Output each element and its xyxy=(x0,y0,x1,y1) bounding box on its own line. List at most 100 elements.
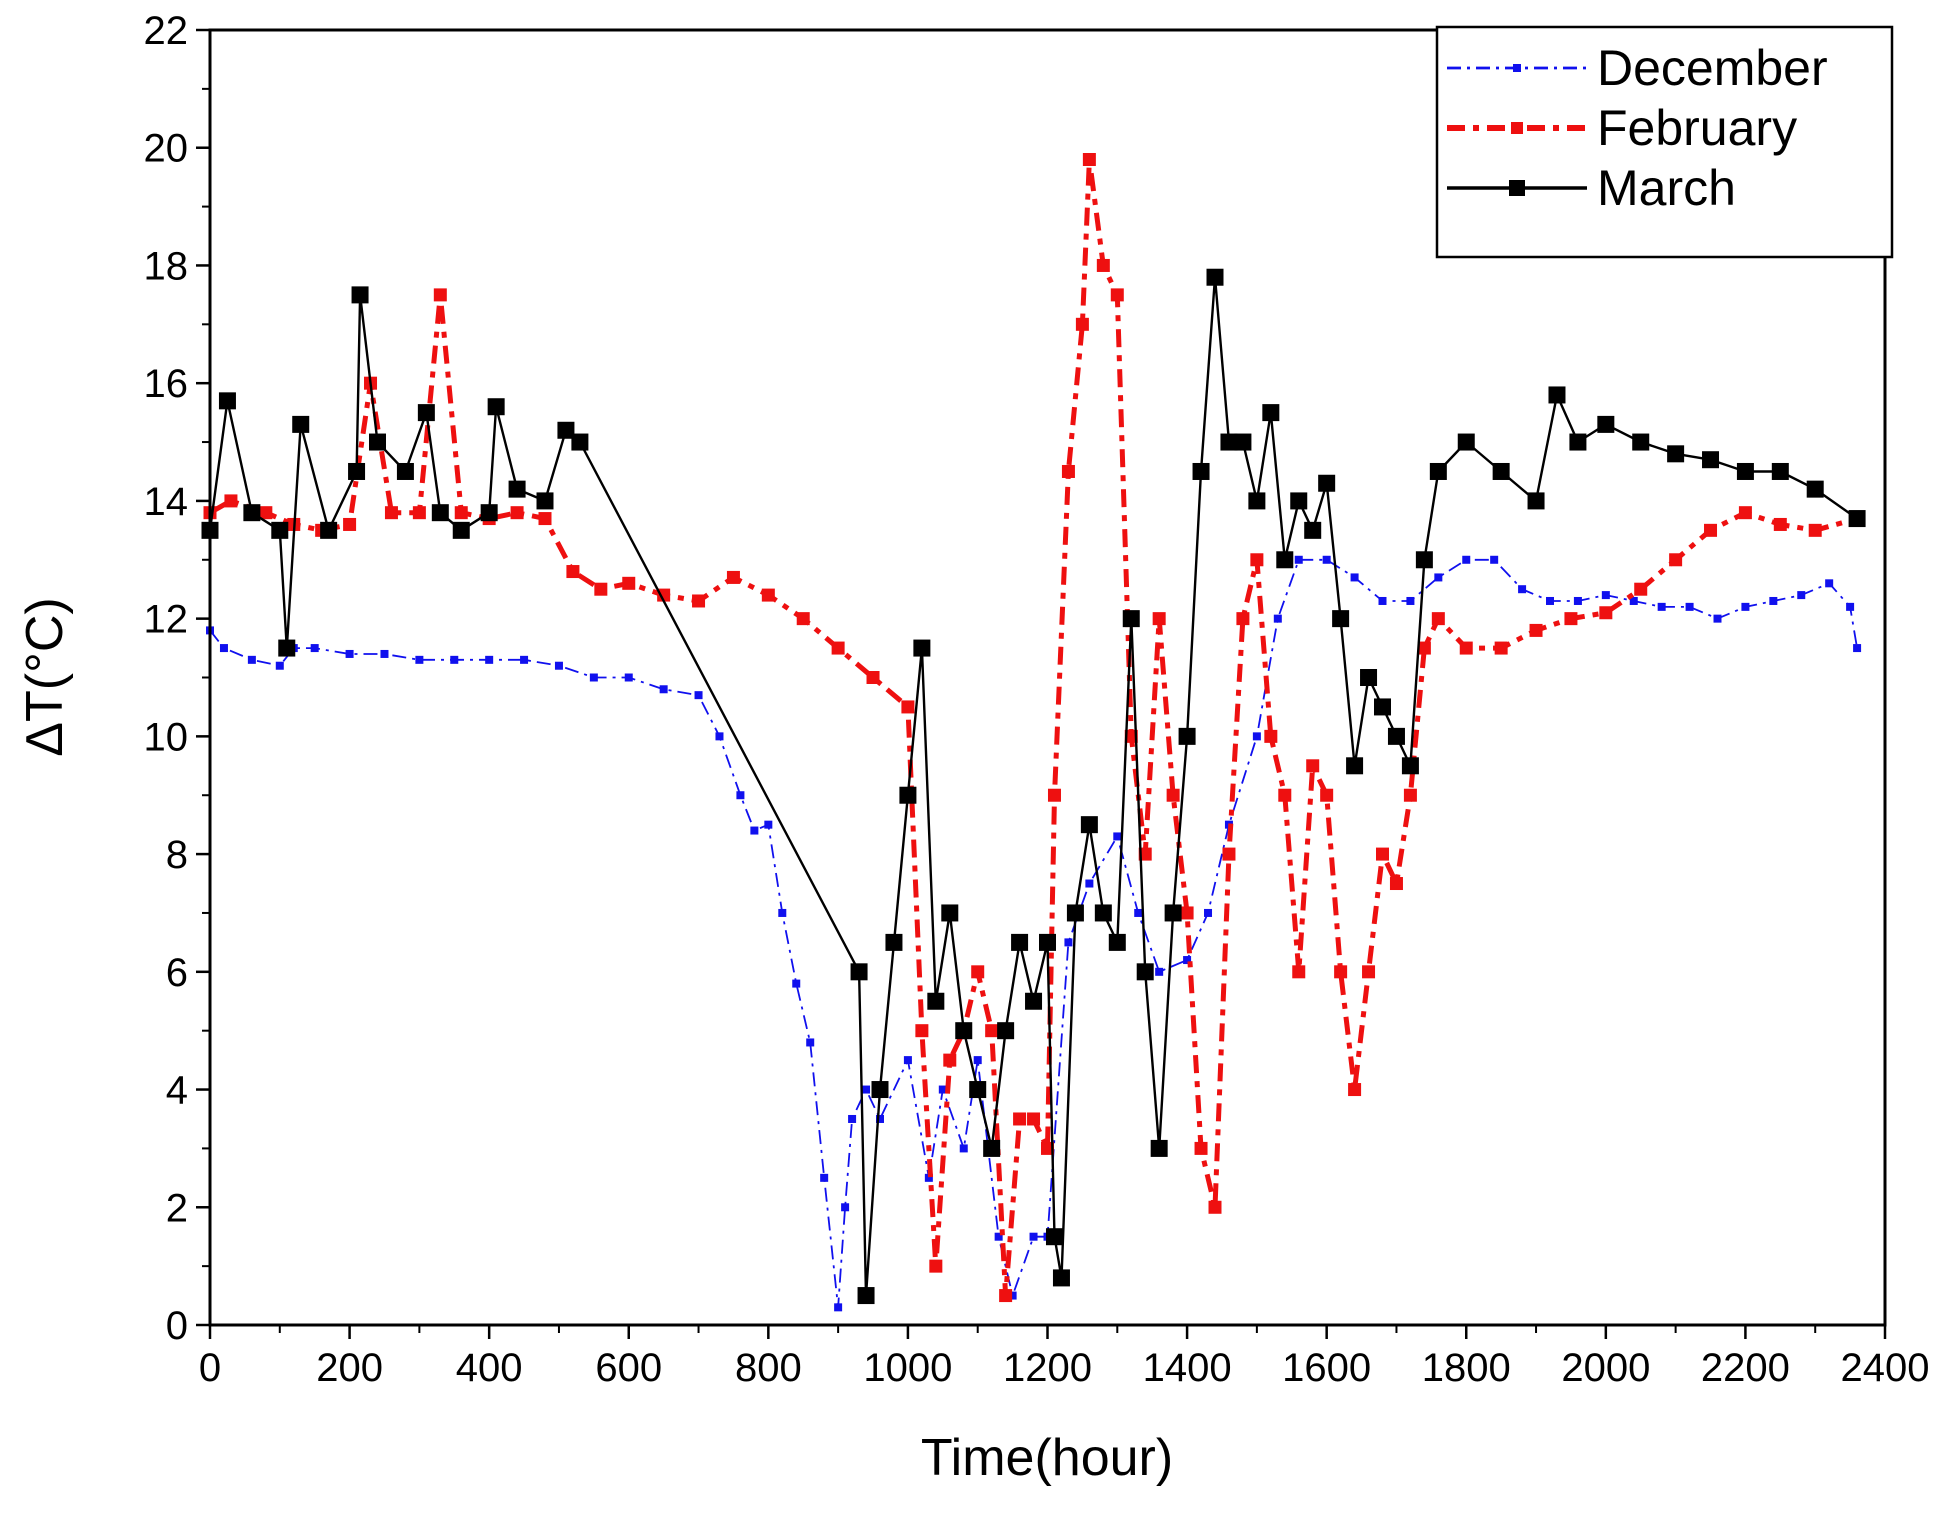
x-tick-label: 0 xyxy=(199,1346,221,1390)
data-point xyxy=(1406,596,1415,605)
data-point xyxy=(1264,729,1278,743)
data-point xyxy=(1113,832,1122,841)
data-point xyxy=(1667,445,1685,463)
data-point xyxy=(1634,582,1648,596)
data-point xyxy=(380,649,389,658)
data-point xyxy=(692,594,706,608)
data-point xyxy=(1769,596,1778,605)
data-point xyxy=(1376,847,1389,861)
data-point xyxy=(1518,585,1527,594)
data-point xyxy=(1494,641,1508,655)
data-point xyxy=(1378,596,1387,605)
data-point xyxy=(1736,462,1754,480)
data-point xyxy=(1360,669,1378,686)
data-point xyxy=(571,433,589,451)
data-point xyxy=(694,691,703,700)
data-point xyxy=(806,1038,815,1047)
data-point xyxy=(538,512,552,526)
data-point xyxy=(959,1144,968,1153)
data-point xyxy=(994,1232,1003,1241)
data-point xyxy=(1773,517,1787,531)
y-tick-label: 20 xyxy=(144,127,189,171)
data-point xyxy=(899,786,917,804)
y-tick-label: 14 xyxy=(144,480,189,524)
data-point xyxy=(1431,612,1445,626)
data-point xyxy=(1096,258,1110,272)
legend-label: December xyxy=(1597,40,1828,96)
data-point xyxy=(1704,523,1718,537)
legend-entry-february: February xyxy=(1447,100,1797,156)
data-point xyxy=(985,1024,999,1038)
x-tick-label: 800 xyxy=(735,1346,802,1390)
data-point xyxy=(1713,614,1722,623)
data-point xyxy=(1276,551,1294,569)
data-point xyxy=(412,506,426,520)
data-point xyxy=(1150,1139,1168,1157)
data-point xyxy=(831,641,845,655)
data-point xyxy=(927,992,945,1010)
data-point xyxy=(452,521,470,539)
data-point xyxy=(1462,555,1471,564)
data-point xyxy=(1122,610,1140,628)
data-point xyxy=(1569,433,1587,451)
data-point xyxy=(1039,933,1056,951)
data-point xyxy=(1401,757,1419,775)
data-point xyxy=(1629,596,1638,605)
y-tick-label: 22 xyxy=(144,9,189,53)
data-point xyxy=(1350,573,1359,582)
data-point xyxy=(971,965,985,979)
data-point xyxy=(941,904,959,922)
x-tick-label: 400 xyxy=(456,1346,523,1390)
y-tick-label: 10 xyxy=(144,715,189,759)
data-point xyxy=(1346,757,1364,775)
data-point xyxy=(955,1022,973,1040)
data-point xyxy=(850,963,868,981)
data-point xyxy=(1334,965,1348,979)
data-point xyxy=(876,1114,884,1123)
data-point xyxy=(1222,847,1236,861)
data-point xyxy=(834,1303,843,1312)
data-point xyxy=(1657,602,1666,611)
data-point xyxy=(1061,464,1075,478)
data-point xyxy=(1434,573,1443,582)
data-point xyxy=(1250,553,1264,567)
x-tick-label: 1800 xyxy=(1422,1346,1511,1390)
y-tick-label: 2 xyxy=(166,1186,188,1230)
legend-entry-march: March xyxy=(1447,160,1736,216)
data-point xyxy=(764,820,773,829)
data-point xyxy=(485,655,494,664)
legend-marker xyxy=(1513,64,1521,72)
data-point xyxy=(924,1173,933,1182)
data-point xyxy=(1546,596,1554,605)
data-point xyxy=(384,506,398,520)
data-point xyxy=(1108,933,1126,951)
data-point xyxy=(1082,153,1096,166)
data-point xyxy=(1278,788,1292,802)
x-tick-label: 1600 xyxy=(1282,1346,1371,1390)
data-point xyxy=(1094,904,1112,922)
y-tick-label: 8 xyxy=(166,833,188,877)
data-point xyxy=(969,1081,987,1099)
data-point xyxy=(1178,727,1196,745)
data-point xyxy=(1771,462,1789,480)
ticks-layer: 0 200 400 600 800 1000 1200 1400 1600 1800 2000 220… xyxy=(144,9,1930,1390)
data-point xyxy=(1808,523,1822,537)
data-point xyxy=(594,582,608,596)
x-tick-label: 1400 xyxy=(1143,1346,1232,1390)
data-point xyxy=(1220,433,1238,451)
x-tick-label: 200 xyxy=(316,1346,383,1390)
data-point xyxy=(292,415,310,433)
data-point xyxy=(1702,451,1720,469)
data-point xyxy=(343,517,357,531)
data-point xyxy=(1853,644,1862,653)
legend-label: February xyxy=(1597,100,1797,156)
y-tick-label: 18 xyxy=(144,244,189,288)
data-point xyxy=(219,644,228,653)
x-tick-label: 2200 xyxy=(1701,1346,1790,1390)
data-point xyxy=(487,398,505,416)
data-point xyxy=(1234,433,1252,451)
data-point xyxy=(761,588,775,602)
data-point xyxy=(243,504,261,522)
